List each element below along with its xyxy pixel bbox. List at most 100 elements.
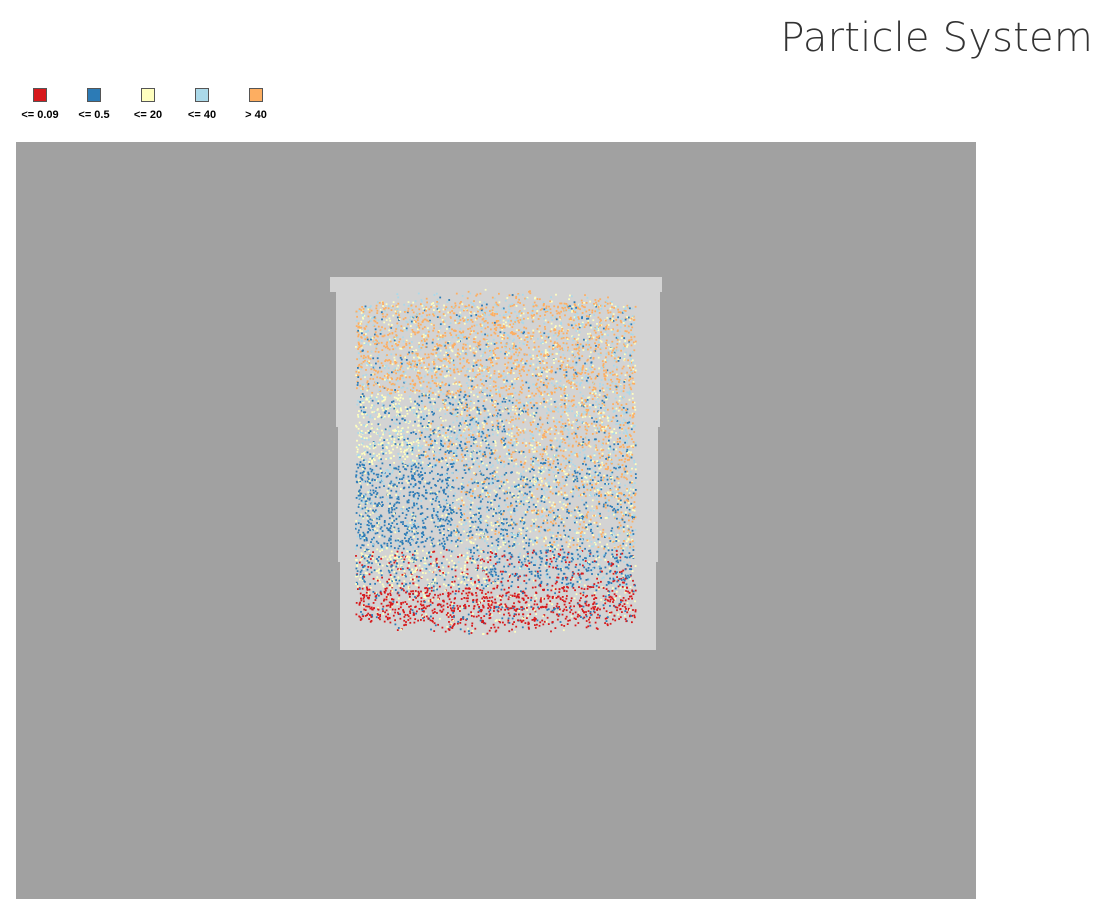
particle (601, 399, 604, 402)
particle (491, 568, 494, 571)
particle (629, 595, 631, 598)
particle (414, 618, 417, 620)
particle (382, 585, 385, 588)
particle (475, 420, 478, 423)
particle (496, 347, 498, 349)
particle (522, 518, 525, 521)
particle (628, 436, 630, 439)
particle (379, 438, 381, 441)
particle (585, 413, 588, 416)
particle (361, 544, 364, 546)
particle (359, 578, 361, 581)
particle (399, 397, 402, 399)
particle (500, 596, 503, 598)
particle (488, 596, 491, 599)
particle (632, 441, 635, 443)
particle (385, 587, 388, 590)
particle (508, 614, 511, 617)
particle (471, 624, 473, 627)
particle (595, 561, 598, 563)
particle (426, 393, 429, 396)
particle (428, 569, 431, 572)
particle (505, 503, 507, 506)
particle (388, 529, 390, 532)
particle (596, 526, 599, 529)
particle (413, 621, 416, 624)
particle (548, 501, 551, 503)
particle (497, 610, 500, 613)
particle (622, 473, 625, 476)
particle (448, 549, 451, 552)
particle (400, 588, 403, 591)
particle (371, 538, 373, 541)
particle (512, 342, 515, 345)
particle (475, 529, 478, 531)
particle (576, 341, 579, 344)
particle (509, 442, 512, 445)
particle (432, 596, 435, 599)
3d-viewport[interactable] (16, 142, 976, 899)
particle (422, 517, 425, 520)
particle (511, 401, 514, 404)
particle (466, 424, 469, 427)
particle (534, 458, 537, 461)
particle (623, 468, 626, 471)
particle (603, 478, 606, 481)
particle (411, 578, 414, 581)
particle (359, 571, 362, 573)
particle (435, 355, 437, 357)
particle (560, 569, 563, 572)
particle (538, 433, 541, 436)
particle (409, 605, 412, 608)
particle (471, 418, 473, 421)
particle (469, 447, 472, 450)
particle (554, 627, 557, 629)
particle (534, 570, 537, 573)
particle (410, 442, 412, 444)
particle (572, 539, 575, 542)
particle (552, 519, 555, 522)
particle (393, 571, 396, 573)
particle (430, 444, 432, 447)
particle (559, 404, 562, 406)
particle (376, 432, 379, 434)
particle (557, 615, 560, 617)
particle (493, 570, 496, 573)
particle (578, 306, 580, 309)
particle (555, 474, 557, 477)
particle (408, 383, 411, 385)
particle (410, 307, 413, 310)
particle (511, 555, 514, 558)
particle (511, 408, 514, 411)
particle (605, 371, 607, 374)
particle (521, 606, 524, 609)
particle (427, 465, 430, 467)
particle (402, 574, 405, 577)
particle (417, 377, 420, 379)
particle (374, 343, 376, 345)
particle (562, 562, 565, 565)
particle (439, 349, 442, 352)
particle-canvas[interactable] (16, 142, 976, 899)
particle (520, 386, 522, 389)
particle (553, 518, 556, 521)
particle (569, 582, 572, 584)
particle (501, 594, 504, 597)
particle (372, 538, 375, 541)
particle (544, 544, 547, 547)
particle (628, 532, 630, 535)
particle (560, 491, 563, 494)
particle (565, 483, 568, 486)
particle (518, 341, 521, 344)
particle (416, 438, 418, 440)
particle (572, 360, 574, 363)
particle (632, 579, 634, 582)
particle (416, 363, 418, 366)
particle (388, 511, 391, 514)
particle (425, 332, 427, 335)
particle (546, 583, 549, 585)
particle (391, 471, 394, 474)
particle (396, 409, 399, 412)
particle (597, 546, 600, 549)
particle (434, 379, 437, 382)
